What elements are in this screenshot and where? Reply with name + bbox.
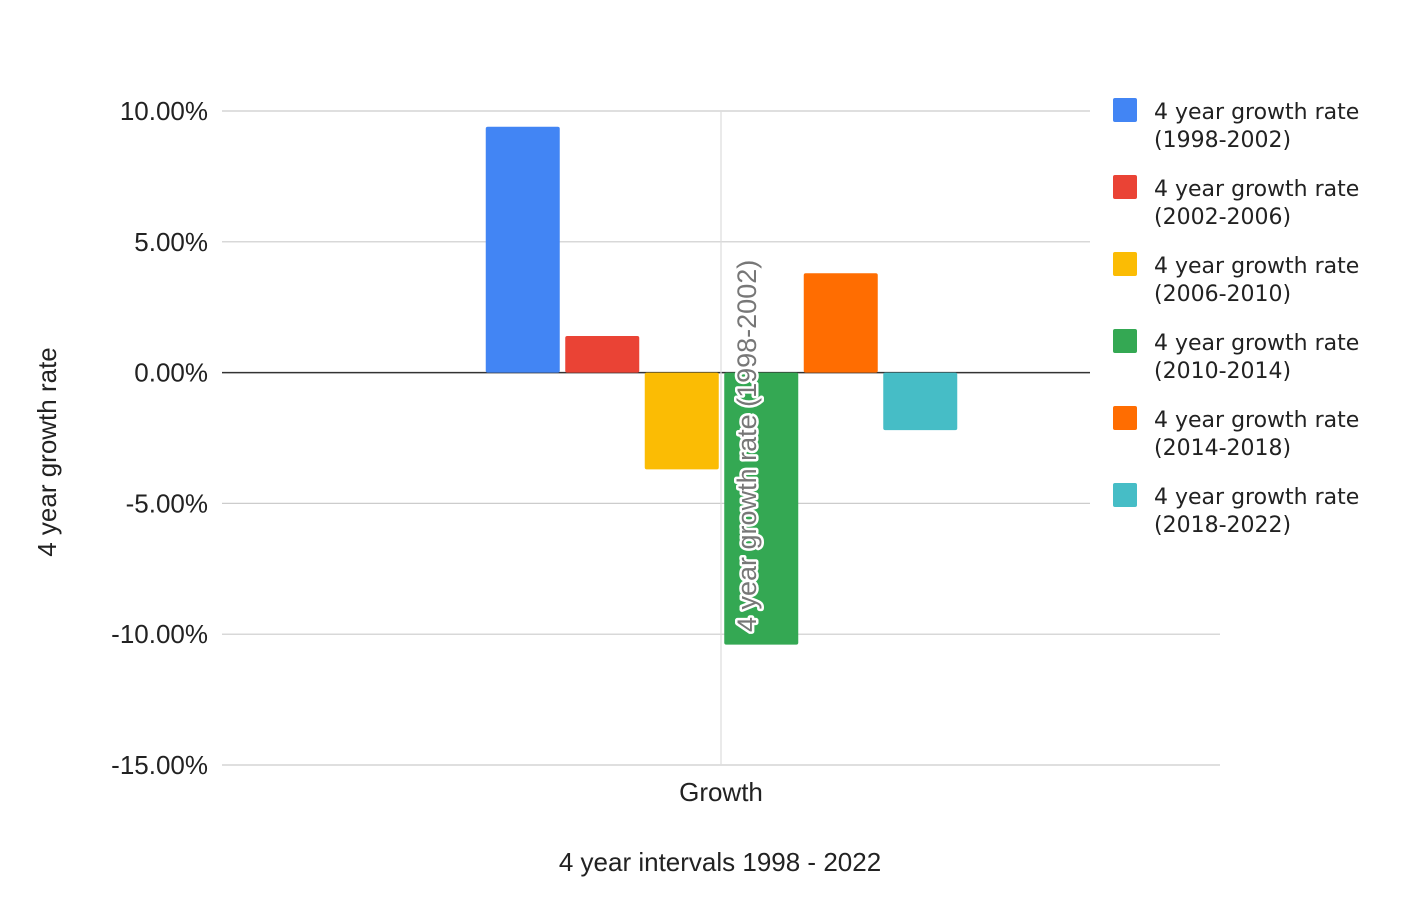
legend: 4 year growth rate (1998-2002) 4 year grow… — [1113, 98, 1359, 538]
legend-swatch — [1113, 175, 1137, 199]
legend-label-line2: (2018-2022) — [1154, 513, 1291, 538]
legend-label-line1: 4 year growth rate — [1154, 331, 1359, 356]
y-tick-label: 0.00% — [134, 358, 208, 388]
legend-swatch — [1113, 329, 1137, 353]
gridlines — [222, 110, 1220, 766]
legend-swatch — [1113, 98, 1137, 122]
legend-label-line1: 4 year growth rate — [1154, 177, 1359, 202]
bar — [883, 372, 958, 431]
y-tick-label: 5.00% — [134, 227, 208, 257]
legend-swatch — [1113, 483, 1137, 507]
axes: 10.00% 5.00% 0.00% -5.00% -10.00% -15.00% Grow… — [32, 96, 881, 877]
legend-label-line2: (1998-2002) — [1154, 128, 1291, 153]
y-tick-label: -15.00% — [111, 750, 208, 780]
y-axis-title: 4 year growth rate — [32, 347, 62, 557]
y-tick-label: 10.00% — [120, 96, 208, 126]
bar — [644, 372, 719, 470]
bar-overlay-label-halo: 4 year growth rate (1998-2002) — [732, 260, 762, 632]
legend-label-line2: (2002-2006) — [1154, 205, 1291, 230]
bar — [803, 273, 878, 373]
x-axis-title: 4 year intervals 1998 - 2022 — [559, 847, 881, 877]
legend-swatch — [1113, 406, 1137, 430]
bar — [565, 335, 640, 373]
y-tick-label: -10.00% — [111, 619, 208, 649]
legend-label-line1: 4 year growth rate — [1154, 254, 1359, 279]
x-category-label: Growth — [679, 777, 763, 807]
legend-label-line2: (2010-2014) — [1154, 359, 1291, 384]
legend-label-line2: (2006-2010) — [1154, 282, 1291, 307]
legend-label-line2: (2014-2018) — [1154, 436, 1291, 461]
legend-label-line1: 4 year growth rate — [1154, 100, 1359, 125]
legend-swatch — [1113, 252, 1137, 276]
legend-label-line1: 4 year growth rate — [1154, 485, 1359, 510]
legend-label-line1: 4 year growth rate — [1154, 408, 1359, 433]
overlay-labels: 4 year growth rate (1998-2002)4 year gro… — [730, 257, 765, 634]
y-tick-label: -5.00% — [126, 488, 208, 518]
bars — [485, 126, 958, 645]
bar — [724, 372, 799, 645]
bar — [485, 126, 560, 373]
bar-overlay-label: 4 year growth rate (1998-2002) — [732, 260, 762, 632]
